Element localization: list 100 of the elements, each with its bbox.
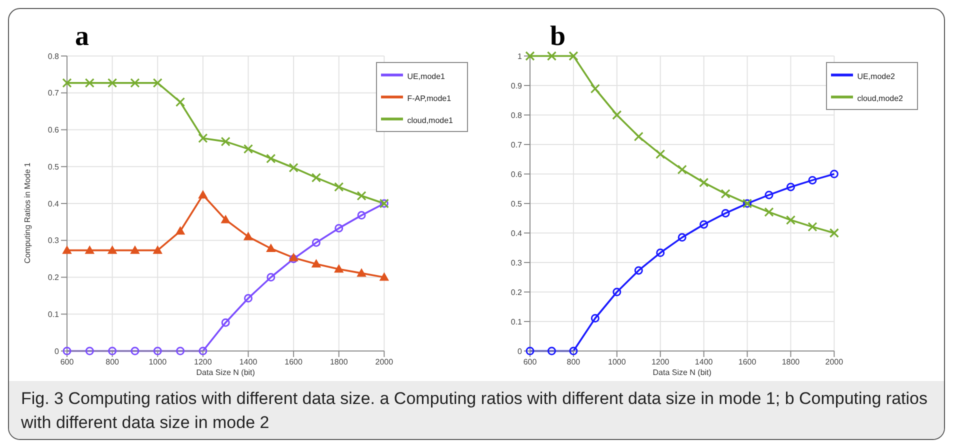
point: [808, 176, 817, 184]
point: [634, 132, 644, 142]
x-tick-label: 1800: [782, 358, 800, 367]
x-tick-label: 1400: [239, 358, 258, 367]
x-tick-label: 600: [523, 358, 538, 367]
point: [590, 314, 600, 323]
y-tick-label: 0: [518, 346, 523, 356]
point: [786, 182, 795, 192]
x-tick-label: 800: [566, 358, 581, 367]
point: [288, 162, 298, 173]
x-axis-title: Data Size N (bit): [652, 368, 712, 377]
point: [221, 318, 230, 327]
point: [152, 78, 162, 88]
x-tick-label: 1200: [194, 358, 212, 367]
point: [699, 178, 709, 188]
point: [220, 136, 230, 146]
point: [829, 228, 839, 238]
y-tick-label: 1: [518, 52, 523, 61]
legend-label: cloud,mode2: [857, 94, 903, 103]
point: [130, 78, 140, 88]
point: [380, 272, 389, 281]
point: [312, 259, 321, 268]
y-tick-label: 0.3: [48, 236, 60, 246]
y-tick-label: 0.4: [48, 199, 60, 208]
x-tick-label: 1000: [608, 358, 626, 367]
y-tick-label: 0: [54, 346, 60, 356]
legend-label: cloud,mode1: [407, 116, 453, 125]
x-tick-label: 1400: [694, 358, 714, 367]
point: [677, 164, 687, 174]
point: [176, 226, 185, 235]
y-tick-label: 0.1: [48, 310, 60, 319]
point: [244, 294, 252, 303]
y-tick-label: 0.2: [510, 288, 523, 297]
chart-title: a: [75, 21, 89, 52]
point: [198, 346, 208, 356]
point: [153, 246, 162, 254]
point: [656, 149, 666, 160]
point: [656, 248, 665, 258]
y-tick-label: 0.8: [48, 52, 60, 61]
point: [108, 78, 118, 88]
legend-label: UE,mode2: [857, 72, 895, 81]
y-tick-label: 0.5: [48, 162, 60, 172]
point: [266, 273, 276, 282]
point: [266, 244, 276, 252]
point: [547, 346, 556, 356]
point: [764, 207, 774, 217]
x-tick-label: 1600: [284, 358, 304, 367]
y-tick-label: 0.1: [510, 317, 523, 326]
point: [266, 154, 276, 164]
x-axis-title: Data Size N (bit): [196, 368, 256, 377]
point: [357, 211, 366, 220]
point: [221, 215, 230, 224]
y-tick-label: 0.7: [510, 140, 523, 150]
point: [84, 78, 94, 88]
x-tick-label: 2000: [375, 358, 394, 367]
point: [62, 78, 72, 88]
point: [85, 346, 94, 356]
point: [764, 190, 774, 200]
caption: Fig. 3 Computing ratios with different data size. a Computing ratios with different data size in mode 1; b Computing ratios with different data size in mode 2: [21, 388, 929, 434]
point: [175, 97, 186, 107]
point: [808, 222, 818, 232]
point: [590, 84, 600, 94]
point: [569, 346, 578, 356]
point: [130, 346, 140, 356]
y-axis-title: Computing Ratios in Mode 1: [22, 162, 32, 264]
point: [356, 190, 366, 201]
point: [312, 238, 320, 247]
point: [357, 268, 366, 277]
point: [334, 182, 344, 192]
point: [334, 264, 344, 273]
point: [634, 266, 643, 275]
point: [198, 190, 208, 199]
point: [153, 346, 162, 356]
point: [612, 288, 622, 296]
y-tick-label: 0.4: [510, 228, 523, 238]
point: [244, 232, 253, 240]
point: [85, 246, 94, 254]
x-tick-label: 2000: [825, 358, 844, 367]
legend-label: F-AP,mode1: [407, 94, 452, 103]
y-tick-label: 0.5: [510, 199, 523, 208]
point: [678, 233, 686, 242]
point: [612, 110, 622, 120]
point: [62, 246, 72, 254]
x-tick-label: 1000: [148, 358, 168, 367]
point: [830, 170, 838, 178]
y-tick-label: 0.3: [510, 258, 523, 268]
point: [700, 220, 708, 229]
x-tick-label: 600: [60, 358, 74, 367]
point: [720, 188, 730, 199]
point: [176, 346, 185, 356]
y-tick-label: 0.8: [510, 110, 523, 120]
legend-label: UE,mode1: [407, 72, 445, 81]
point: [243, 144, 254, 154]
point: [721, 208, 730, 218]
chart-title: b: [550, 21, 566, 52]
point: [198, 133, 208, 144]
point: [786, 215, 796, 225]
point: [311, 172, 322, 182]
point: [546, 51, 557, 61]
y-tick-label: 0.7: [48, 88, 60, 98]
